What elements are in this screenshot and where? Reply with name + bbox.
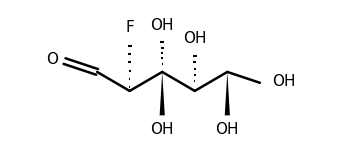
Text: OH: OH <box>150 122 174 137</box>
Text: F: F <box>125 20 134 35</box>
Text: O: O <box>46 52 58 67</box>
Text: OH: OH <box>272 74 296 89</box>
Polygon shape <box>225 72 230 115</box>
Polygon shape <box>160 72 165 115</box>
Text: OH: OH <box>216 122 239 137</box>
Text: OH: OH <box>150 18 174 33</box>
Text: OH: OH <box>183 31 207 46</box>
